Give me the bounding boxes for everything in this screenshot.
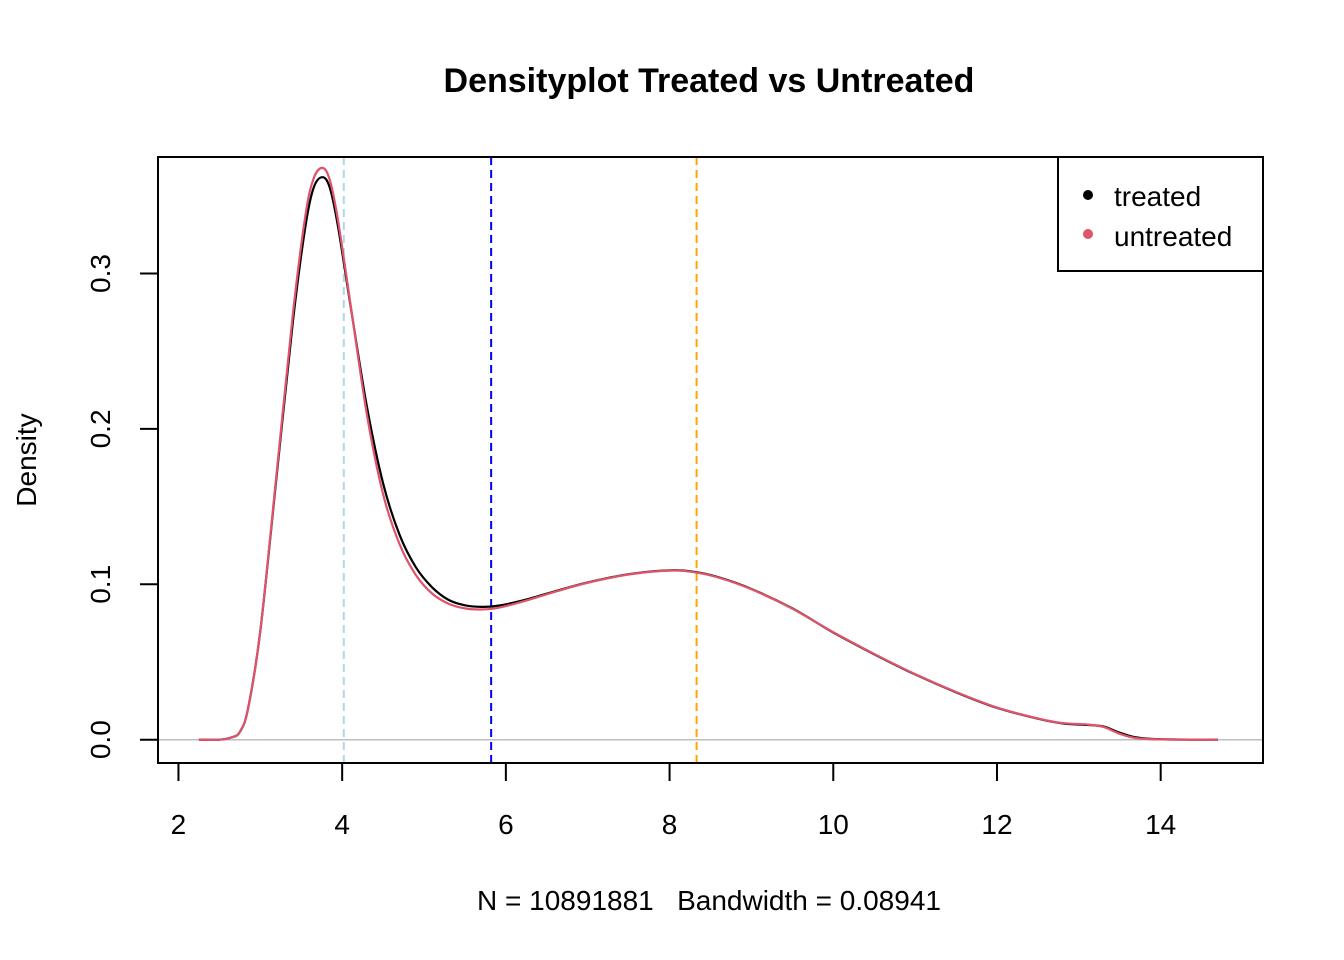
legend-box: [1057, 156, 1264, 272]
legend: treated untreated: [1057, 156, 1264, 272]
legend-label-untreated: untreated: [1114, 221, 1232, 252]
x-tick-label: 8: [662, 809, 678, 840]
y-tick-label: 0.0: [85, 720, 116, 759]
x-tick-label: 2: [171, 809, 187, 840]
x-tick-label: 14: [1145, 809, 1176, 840]
x-tick-label: 12: [981, 809, 1012, 840]
series-line-untreated: [198, 166, 1218, 741]
x-tick-label: 6: [498, 809, 514, 840]
y-axis-label: Density: [11, 413, 42, 506]
x-tick-label: 10: [818, 809, 849, 840]
x-axis: 2 4 6 8 10 12 14: [171, 762, 1176, 840]
y-axis: 0.0 0.1 0.2 0.3: [85, 254, 159, 759]
chart-title: Densityplot Treated vs Untreated: [444, 62, 975, 100]
x-axis-label: N = 10891881 Bandwidth = 0.08941: [477, 885, 941, 916]
legend-marker-untreated: [1083, 229, 1093, 239]
y-tick-label: 0.1: [85, 565, 116, 604]
legend-label-treated: treated: [1114, 181, 1201, 212]
x-tick-label: 4: [334, 809, 350, 840]
y-tick-label: 0.3: [85, 254, 116, 293]
y-tick-label: 0.2: [85, 409, 116, 448]
legend-marker-treated: [1083, 190, 1093, 200]
plot-area: [158, 157, 1263, 763]
